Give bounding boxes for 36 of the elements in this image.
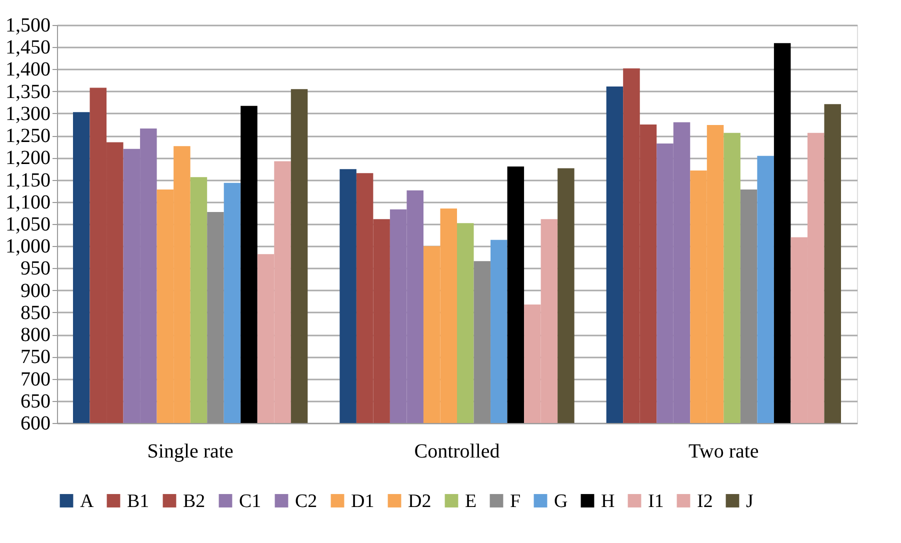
x-tick-label: Single rate [147,440,234,462]
y-tick-label: 1,500 [6,14,50,36]
y-tick-label: 700 [20,368,50,390]
y-tick-label: 1,450 [6,36,50,59]
legend-label: F [510,490,521,512]
legend-label: A [80,490,94,512]
legend-label: G [554,490,568,512]
y-tick-label: 1,050 [6,214,50,236]
y-tick-label: 1,150 [6,169,50,192]
y-tick-label: 1,250 [6,125,50,148]
legend-label: E [465,490,477,512]
y-tick-label: 1,400 [6,58,50,81]
legend-label: I2 [697,490,713,512]
y-tick-label: 1,350 [6,80,50,103]
legend-label: I1 [648,490,664,512]
y-tick-label: 600 [20,412,50,434]
legend-label: J [746,490,754,512]
y-tick-label: 1,100 [6,191,50,214]
x-tick-label: Controlled [414,440,500,462]
y-tick-label: 1,300 [6,102,50,125]
y-tick-label: 900 [20,280,50,302]
x-tick-label: Two rate [688,440,759,462]
legend-label: C2 [295,490,318,512]
y-tick-label: 850 [20,302,50,324]
legend-label: C1 [239,490,262,512]
y-tick-label: 1,200 [6,147,50,170]
y-tick-label: 950 [20,258,50,280]
y-tick-label: 650 [20,390,50,412]
y-tick-label: 750 [20,346,50,368]
legend-label: D1 [351,490,374,512]
y-tick-label: 1,000 [6,236,50,258]
legend-label: H [601,490,615,512]
legend-label: B2 [183,490,206,512]
legend-label: B1 [127,490,150,512]
legend-label: D2 [408,490,432,512]
y-tick-label: 800 [20,324,50,346]
